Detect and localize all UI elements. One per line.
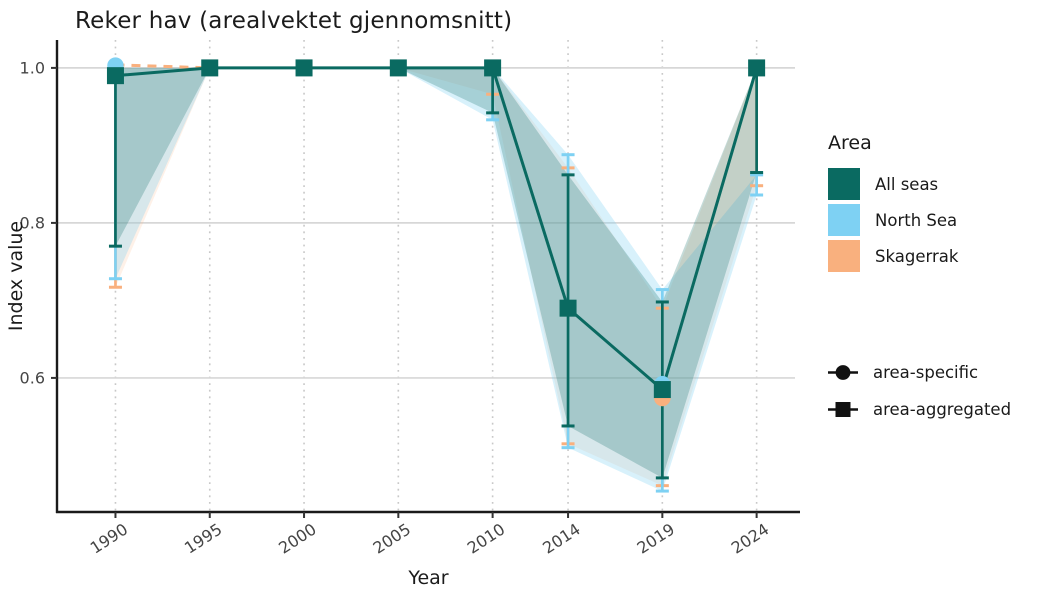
chart-title: Reker hav (arealvektet gjennomsnitt) bbox=[75, 8, 513, 34]
y-tick-label: 0.6 bbox=[20, 368, 45, 387]
y-tick-label: 0.8 bbox=[20, 213, 45, 232]
x-tick-label: 2010 bbox=[464, 519, 508, 557]
all-seas-swatch bbox=[828, 168, 860, 200]
legend-item-area-specific: area-specific bbox=[828, 354, 1011, 391]
axis-titles: Year Index value bbox=[5, 221, 449, 589]
point-all-seas bbox=[559, 299, 577, 317]
x-axis-title: Year bbox=[407, 567, 448, 589]
legend-item-north-sea: North Sea bbox=[828, 204, 958, 236]
errorbar-north-sea bbox=[750, 173, 764, 197]
y-axis-title: Index value bbox=[5, 221, 27, 331]
area-specific-label: area-specific bbox=[873, 363, 979, 382]
north-sea-swatch bbox=[828, 204, 860, 236]
ribbon-all-seas bbox=[115, 67, 757, 478]
point-all-seas bbox=[106, 67, 124, 85]
point-all-seas bbox=[201, 59, 219, 77]
confidence-ribbons bbox=[115, 67, 757, 492]
point-all-seas bbox=[295, 59, 313, 77]
x-tick-label: 2014 bbox=[539, 519, 583, 557]
point-all-seas bbox=[389, 59, 407, 77]
ribbon-north-sea bbox=[115, 67, 757, 492]
area-aggregated-label: area-aggregated bbox=[873, 400, 1012, 419]
square-marker-icon bbox=[828, 402, 858, 417]
shape-legend: area-specific area-aggregated bbox=[828, 354, 1011, 428]
point-all-seas bbox=[653, 381, 671, 399]
x-tick-label: 2019 bbox=[634, 519, 678, 557]
legend-item-skagerrak: Skagerrak bbox=[828, 240, 958, 272]
circle-marker-icon bbox=[828, 365, 858, 380]
skagerrak-swatch bbox=[828, 240, 860, 272]
axes bbox=[51, 40, 800, 518]
area-legend: Area All seas North Sea Skagerrak bbox=[828, 132, 958, 276]
area-legend-title: Area bbox=[828, 132, 872, 154]
legend-item-area-aggregated: area-aggregated bbox=[828, 391, 1011, 428]
legend-item-all-seas: All seas bbox=[828, 168, 958, 200]
x-tick-label: 2024 bbox=[728, 519, 772, 557]
y-tick-label: 1.0 bbox=[20, 58, 45, 77]
series-lines bbox=[115, 63, 759, 393]
line-all-seas bbox=[115, 66, 759, 393]
x-tick-label: 1990 bbox=[87, 519, 131, 557]
x-tick-label: 2000 bbox=[275, 519, 319, 557]
x-tick-label: 1995 bbox=[181, 519, 225, 557]
north-sea-label: North Sea bbox=[875, 210, 958, 230]
data-points bbox=[106, 57, 766, 407]
all-seas-label: All seas bbox=[875, 174, 939, 194]
skagerrak-label: Skagerrak bbox=[875, 246, 959, 266]
point-all-seas bbox=[484, 59, 502, 77]
x-tick-label: 2005 bbox=[370, 519, 414, 557]
ribbon-skagerrak bbox=[115, 67, 757, 486]
point-all-seas bbox=[748, 59, 766, 77]
